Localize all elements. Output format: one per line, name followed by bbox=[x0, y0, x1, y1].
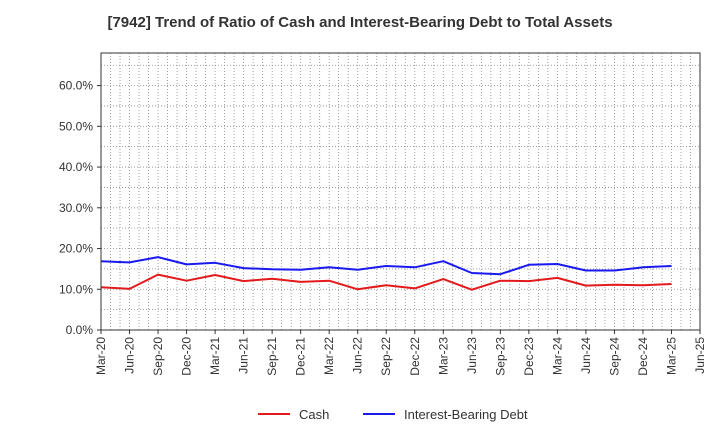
x-tick-label: Jun-21 bbox=[237, 337, 251, 374]
plot-frame bbox=[100, 52, 701, 331]
legend-label-interest-bearing-debt: Interest-Bearing Debt bbox=[404, 407, 528, 422]
legend-label-cash: Cash bbox=[299, 407, 329, 422]
x-tick-label: Dec-23 bbox=[522, 337, 536, 376]
series-line-interest-bearing-debt bbox=[100, 256, 672, 276]
x-tick-label: Dec-22 bbox=[408, 337, 422, 376]
x-tick-label: Mar-20 bbox=[94, 337, 108, 375]
y-tick-label: 50.0% bbox=[59, 119, 93, 133]
grid-layer bbox=[101, 53, 700, 330]
x-tick-label: Sep-23 bbox=[493, 337, 507, 376]
series-layer bbox=[100, 256, 672, 291]
series-line-cash bbox=[100, 273, 672, 291]
x-tick-label: Mar-24 bbox=[550, 337, 564, 375]
x-tick-label: Jun-23 bbox=[465, 337, 479, 374]
y-tick-label: 60.0% bbox=[59, 79, 93, 93]
x-tick-label: Dec-21 bbox=[294, 337, 308, 376]
x-tick-label: Sep-24 bbox=[607, 337, 621, 376]
y-tick-label: 20.0% bbox=[59, 242, 93, 256]
y-tick-label: 30.0% bbox=[59, 201, 93, 215]
x-tick-label: Sep-22 bbox=[379, 337, 393, 376]
legend: Cash Interest-Bearing Debt bbox=[258, 407, 528, 422]
y-tick-label: 10.0% bbox=[59, 282, 93, 296]
x-tick-label: Sep-20 bbox=[151, 337, 165, 376]
x-tick-label: Mar-21 bbox=[208, 337, 222, 375]
chart-title: [7942] Trend of Ratio of Cash and Intere… bbox=[107, 14, 613, 31]
x-tick-label: Dec-20 bbox=[180, 337, 194, 376]
y-tick-label: 0.0% bbox=[66, 323, 94, 337]
y-axis-ticks: 0.0% 10.0% 20.0% 30.0% 40.0% 50.0% 60.0% bbox=[59, 79, 101, 337]
x-tick-label: Jun-25 bbox=[693, 337, 707, 374]
x-tick-label: Jun-22 bbox=[351, 337, 365, 374]
x-tick-label: Mar-25 bbox=[664, 337, 678, 375]
x-tick-label: Mar-23 bbox=[436, 337, 450, 375]
y-tick-label: 40.0% bbox=[59, 160, 93, 174]
x-tick-label: Sep-21 bbox=[265, 337, 279, 376]
x-tick-label: Jun-24 bbox=[579, 337, 593, 374]
x-tick-label: Mar-22 bbox=[322, 337, 336, 375]
x-axis-ticks: Mar-20 Jun-20 Sep-20 Dec-20 Mar-21 Jun-21 Sep-… bbox=[94, 330, 707, 376]
x-tick-label: Dec-24 bbox=[636, 337, 650, 376]
x-tick-label: Jun-20 bbox=[123, 337, 137, 374]
